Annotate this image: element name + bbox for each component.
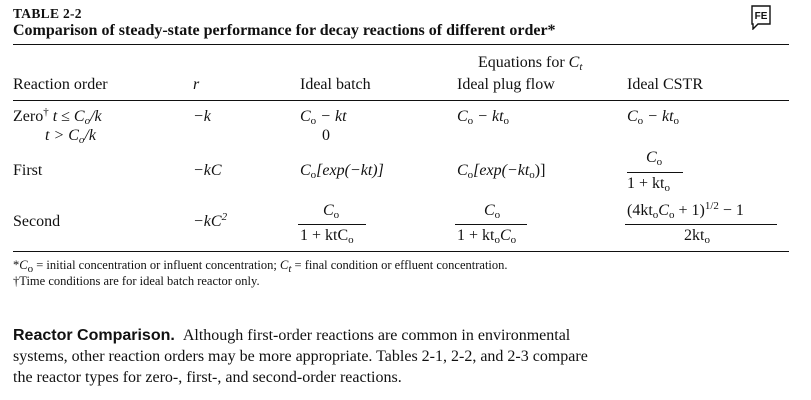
row-zero-condition-2: t > Co/k	[45, 127, 96, 146]
footnote-definitions: *Co = initial concentration or influent …	[13, 258, 508, 275]
footnote-time-conditions: †Time conditions are for ideal batch rea…	[13, 274, 260, 288]
header-group: Equations for Ct	[478, 54, 583, 73]
row-first-plug: Co[exp(−kto)]	[457, 162, 546, 181]
paragraph-heading: Reactor Comparison.	[13, 327, 175, 344]
table-top-rule	[13, 44, 789, 45]
row-zero-label: Zero† t ≤ Co/k	[13, 106, 102, 127]
header-reaction-order: Reaction order	[13, 76, 108, 93]
body-paragraph: Reactor Comparison. Although first-order…	[13, 325, 783, 388]
row-second-label: Second	[13, 213, 61, 230]
row-zero-r: −k	[193, 108, 211, 125]
fe-exam-flag-icon: FE	[751, 5, 771, 30]
fe-badge-text: FE	[755, 11, 768, 22]
row-zero-cstr: Co − kto	[627, 108, 680, 127]
header-r: r	[193, 76, 200, 93]
row-first-cstr-denominator: 1 + kto	[627, 175, 670, 194]
row-zero-plug: Co − kto	[457, 108, 510, 127]
row-zero-batch: Co − kt	[300, 108, 347, 127]
row-second-cstr-fraction-bar	[625, 224, 777, 225]
row-second-r: −kC2	[193, 211, 228, 231]
header-rule	[13, 100, 789, 101]
row-second-cstr-denominator: 2kto	[684, 227, 710, 246]
row-zero-batch-zero: 0	[322, 127, 330, 144]
paragraph-line-3: the reactor types for zero-, first-, and…	[13, 369, 402, 386]
table-title: Comparison of steady-state performance f…	[13, 22, 556, 39]
row-first-cstr-fraction-bar	[627, 172, 683, 173]
row-second-plug-numerator: Co	[484, 202, 501, 221]
row-second-batch-numerator: Co	[323, 202, 340, 221]
row-second-batch-fraction-bar	[298, 224, 366, 225]
header-ideal-batch: Ideal batch	[300, 76, 371, 93]
row-first-cstr-numerator: Co	[646, 149, 663, 168]
paragraph-line-2: systems, other reaction orders may be mo…	[13, 348, 588, 365]
row-first-label: First	[13, 162, 43, 179]
header-ideal-cstr: Ideal CSTR	[627, 76, 703, 93]
row-second-plug-denominator: 1 + ktoCo	[457, 227, 517, 246]
row-second-plug-fraction-bar	[455, 224, 527, 225]
row-first-batch: Co[exp(−kt)]	[300, 162, 384, 181]
table-bottom-rule	[13, 251, 789, 252]
header-ideal-plug-flow: Ideal plug flow	[457, 76, 555, 93]
row-second-batch-denominator: 1 + ktCo	[300, 227, 354, 246]
paragraph-line-1: Although first-order reactions are commo…	[182, 327, 571, 344]
row-second-cstr-numerator: (4ktoCo + 1)1/2 − 1	[627, 200, 744, 221]
table-label: TABLE 2-2	[13, 6, 82, 21]
row-first-r: −kC	[193, 162, 222, 179]
